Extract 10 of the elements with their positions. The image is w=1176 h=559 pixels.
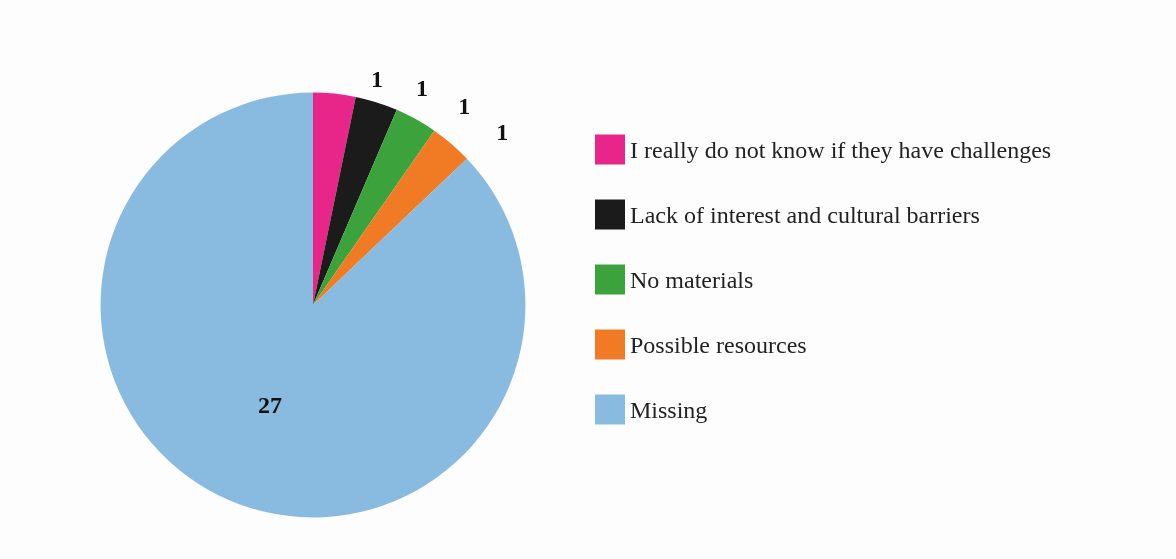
data-label: 1 [371,65,384,92]
legend-label: Possible resources [630,331,807,358]
legend-label: Missing [630,396,708,423]
legend-label: No materials [630,266,754,293]
legend-label: I really do not know if they have challenges [630,136,1052,163]
legend-label: Lack of interest and cultural barriers [630,201,980,228]
data-label: 27 [257,392,282,419]
data-label: 1 [496,119,509,146]
data-label: 1 [416,75,429,102]
data-label: 1 [458,93,471,120]
